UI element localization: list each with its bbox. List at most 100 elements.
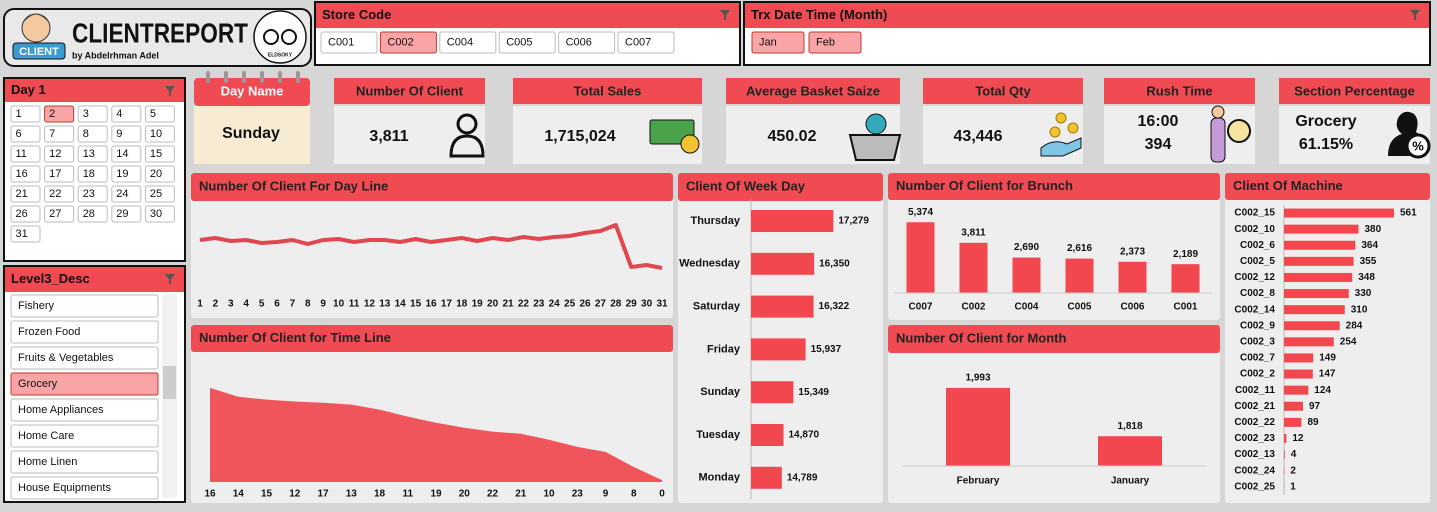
data-label: 380 (1364, 224, 1381, 235)
slicer-item[interactable] (10, 145, 41, 163)
slicer-item[interactable] (320, 31, 378, 54)
chart-header (191, 325, 673, 352)
bar (1284, 305, 1345, 315)
slicer-item[interactable] (10, 372, 159, 396)
slicer-item[interactable] (44, 105, 75, 123)
x-tick-label: C007 (909, 302, 933, 313)
slicer-item[interactable] (10, 205, 41, 223)
slicer-item[interactable] (77, 205, 108, 223)
slicer-item[interactable] (617, 31, 675, 54)
bar (751, 424, 784, 446)
slicer-item[interactable] (10, 450, 159, 474)
slicer-item[interactable] (10, 476, 159, 500)
x-tick-label: 0 (659, 489, 665, 500)
slicer-item[interactable] (808, 31, 862, 54)
slicer-item[interactable] (558, 31, 616, 54)
bar (1284, 272, 1353, 282)
icon (1049, 126, 1061, 138)
x-tick-label: 18 (456, 299, 468, 310)
data-label: 89 (1307, 417, 1319, 428)
data-label: 1,818 (1117, 421, 1142, 432)
slicer-item[interactable] (10, 125, 41, 143)
slicer-item[interactable] (10, 105, 41, 123)
bar (1284, 385, 1309, 395)
bar (1118, 261, 1147, 293)
slicer-item[interactable] (10, 398, 159, 422)
chart-header (191, 173, 673, 201)
slicer-item-label: 30 (150, 208, 162, 220)
bar (906, 222, 935, 293)
x-tick-label: 30 (641, 299, 653, 310)
slicer-item[interactable] (379, 31, 437, 54)
logo-byline: by Abdelrhman Adel (72, 50, 159, 60)
slicer-item-label: 11 (16, 148, 27, 160)
slicer-item-label: 24 (116, 188, 128, 200)
slicer-item-label: Feb (816, 36, 835, 48)
slicer-item-label: 17 (49, 168, 61, 180)
slicer-title: Day 1 (11, 82, 46, 97)
y-tick-label: C002_7 (1240, 353, 1275, 364)
slicer-header (5, 267, 184, 292)
slicer-item-label: 2 (49, 108, 55, 120)
slicer-item[interactable] (111, 145, 142, 163)
slicer-item[interactable] (144, 185, 175, 203)
slicer-item[interactable] (10, 346, 159, 370)
data-line (199, 223, 663, 270)
slicer-item[interactable] (144, 125, 175, 143)
x-tick-label: 8 (305, 299, 311, 310)
slicer-item[interactable] (498, 31, 556, 54)
y-tick-label: C002_25 (1234, 481, 1275, 492)
slicer-item[interactable] (10, 185, 41, 203)
slicer-item[interactable] (111, 125, 142, 143)
slicer-header (745, 3, 1429, 28)
slicer-item[interactable] (77, 165, 108, 183)
slicer-item[interactable] (77, 185, 108, 203)
slicer-item[interactable] (44, 145, 75, 163)
slicer-item[interactable] (44, 125, 75, 143)
data-label: 14,870 (788, 430, 819, 441)
slicer-item[interactable] (144, 205, 175, 223)
data-label: 284 (1346, 320, 1363, 331)
x-tick-label: 13 (379, 299, 391, 310)
slicer-item[interactable] (44, 205, 75, 223)
slicer-item[interactable] (77, 105, 108, 123)
slicer-item[interactable] (111, 185, 142, 203)
bar (751, 252, 815, 275)
data-label: 364 (1361, 240, 1378, 251)
x-tick-label: 16 (204, 489, 216, 500)
chart-title: Number Of Client for Time Line (199, 330, 391, 345)
slicer-item[interactable] (10, 424, 159, 448)
slicer-item[interactable] (144, 165, 175, 183)
slicer-item[interactable] (751, 31, 805, 54)
logo-badge (12, 42, 66, 60)
icon (456, 113, 478, 135)
y-tick-label: C002_6 (1240, 240, 1275, 251)
slicer-item[interactable] (10, 225, 41, 243)
slicer-item[interactable] (111, 205, 142, 223)
slicer-item[interactable] (77, 125, 108, 143)
slicer-item[interactable] (77, 145, 108, 163)
kpi-value: 43,446 (954, 128, 1003, 145)
slicer-item[interactable] (10, 165, 41, 183)
slicer-item[interactable] (144, 105, 175, 123)
slicer-item[interactable] (111, 165, 142, 183)
calendar-ring (224, 71, 228, 83)
slicer-item-label: 23 (83, 188, 95, 200)
slicer-item[interactable] (111, 105, 142, 123)
slicer-item[interactable] (144, 145, 175, 163)
data-label: 310 (1351, 304, 1368, 315)
slicer-item[interactable] (44, 165, 75, 183)
slicer-item-label: 8 (83, 128, 89, 140)
calendar-ring (260, 71, 264, 83)
slicer-item-label: 5 (150, 108, 156, 120)
data-label: 1,993 (965, 373, 990, 384)
slicer-item[interactable] (10, 320, 159, 344)
x-tick-label: 19 (430, 489, 442, 500)
slicer-item[interactable] (10, 294, 159, 318)
slicer-item[interactable] (439, 31, 497, 54)
icon (1040, 137, 1082, 157)
y-tick-label: C002_15 (1234, 208, 1275, 219)
chart-title: Client Of Week Day (686, 178, 806, 193)
slicer-item[interactable] (44, 185, 75, 203)
x-tick-label: 12 (289, 489, 301, 500)
